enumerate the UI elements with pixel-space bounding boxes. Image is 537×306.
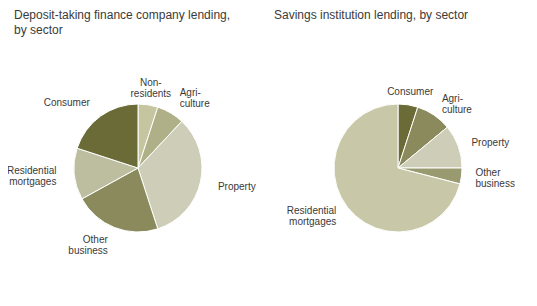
svg-text:Consumer: Consumer	[387, 85, 434, 96]
svg-text:Property: Property	[471, 136, 509, 147]
svg-text:Residentialmortgages: Residentialmortgages	[8, 165, 56, 187]
svg-text:Otherbusiness: Otherbusiness	[475, 167, 514, 189]
svg-text:Residentialmortgages: Residentialmortgages	[287, 205, 336, 227]
html-text:Savings institution lending, b: Savings institution lending, by sector	[274, 8, 469, 22]
svg-text:Non-residents: Non-residents	[131, 76, 172, 98]
svg-text:Agri-culture: Agri-culture	[180, 86, 210, 108]
html-text:Deposit-taking finance company: Deposit-taking finance company lending, …	[14, 8, 231, 37]
svg-text:Agri-culture: Agri-culture	[442, 92, 472, 114]
svg-text:Consumer: Consumer	[44, 96, 91, 107]
svg-text:Property: Property	[218, 180, 256, 191]
svg-text:Otherbusiness: Otherbusiness	[68, 233, 108, 255]
